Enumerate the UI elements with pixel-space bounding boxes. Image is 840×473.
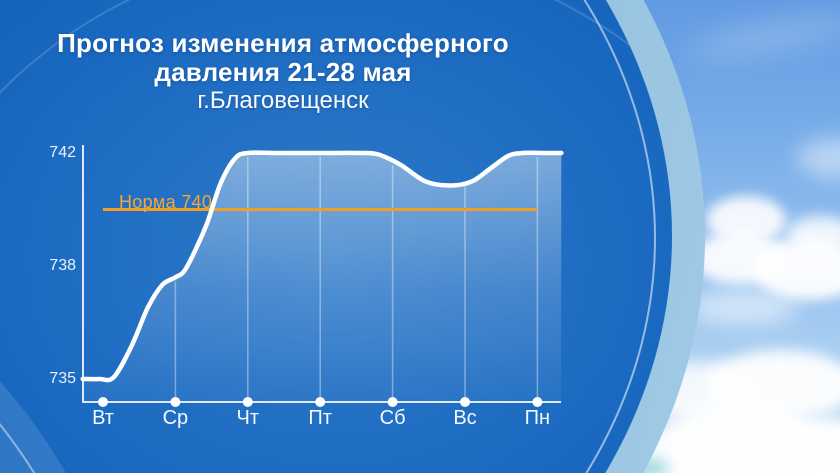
axis-day-dot (170, 397, 181, 407)
cloud (688, 290, 798, 324)
pressure-curve (80, 150, 564, 383)
x-label-Пн: Пн (524, 407, 551, 429)
axis-day-dot (315, 397, 326, 407)
y-tick-742: 742 (49, 144, 76, 161)
pressure-area-fill (82, 152, 562, 402)
x-label-Сб: Сб (379, 407, 406, 429)
title-line-1: Прогноз изменения атмосферного (57, 28, 509, 58)
x-label-Вт: Вт (92, 407, 114, 429)
cloud (786, 216, 840, 254)
x-label-Ср: Ср (162, 407, 189, 429)
axis-day-dot (242, 397, 253, 407)
chart-title: Прогноз изменения атмосферного давления … (10, 29, 556, 115)
cloud (620, 450, 840, 473)
axis-day-dot (460, 397, 470, 407)
axis-day-dot (532, 397, 543, 407)
title-city: г.Благовещенск (197, 87, 369, 114)
axes (82, 145, 561, 403)
norm-line-label: Норма 740 (119, 192, 213, 212)
axis-day-dot (98, 397, 108, 407)
x-label-Чт: Чт (236, 407, 260, 429)
x-label-Пт: Пт (308, 407, 332, 429)
title-line-2: давления 21-28 мая (154, 57, 412, 87)
watermark: goodfon.ru (773, 381, 789, 459)
x-label-Вс: Вс (453, 407, 477, 429)
axis-day-dot (387, 397, 398, 407)
y-tick-735: 735 (49, 370, 76, 387)
y-tick-738: 738 (49, 257, 76, 274)
